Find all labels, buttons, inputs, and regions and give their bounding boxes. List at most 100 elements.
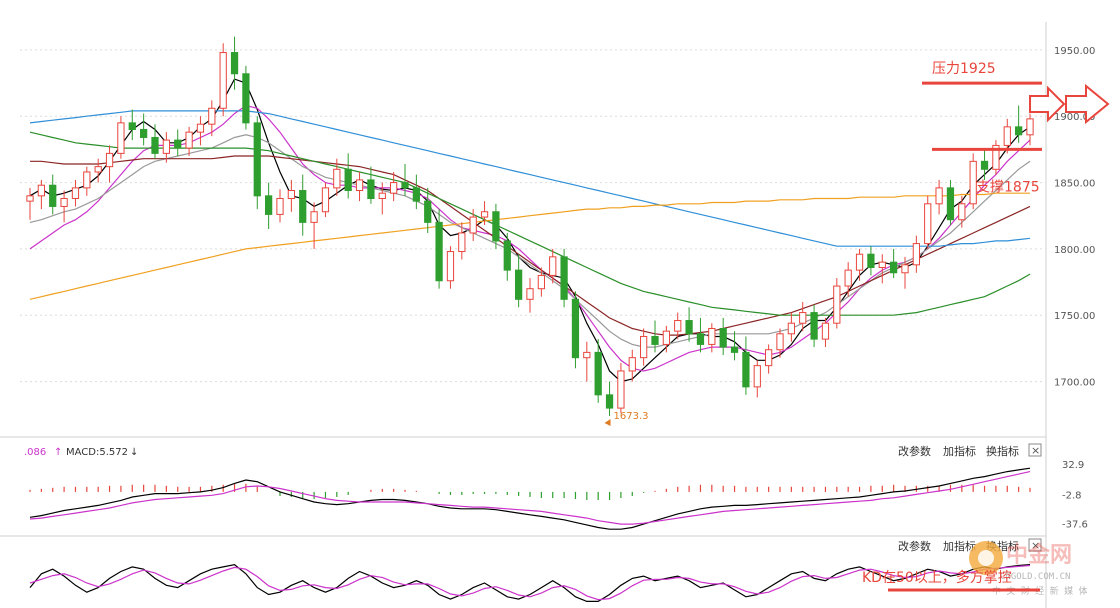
moving-average-line <box>30 155 1031 336</box>
candlestick <box>855 248 864 281</box>
kd-k-line <box>29 563 1031 602</box>
candle-body <box>276 197 284 215</box>
candlestick <box>651 320 659 353</box>
candlestick <box>571 291 580 369</box>
candlestick <box>412 174 420 210</box>
candle-body <box>549 256 557 276</box>
candlestick <box>730 331 739 361</box>
candle-body <box>469 216 477 234</box>
candle-body <box>26 195 34 202</box>
candlestick <box>867 246 875 276</box>
candle-body <box>117 122 125 154</box>
candlestick <box>776 328 784 358</box>
candle-body <box>287 190 295 199</box>
candlestick <box>424 187 432 233</box>
candlestick <box>617 362 625 414</box>
candlestick <box>1015 105 1023 143</box>
candle-body <box>140 129 148 138</box>
candlestick <box>321 182 330 218</box>
candle-body <box>71 187 80 199</box>
kd-close-button[interactable] <box>1028 538 1042 552</box>
candlestick <box>969 153 977 210</box>
macd-switch-indicator-button[interactable]: 换指标 <box>986 444 1019 458</box>
candle-body <box>49 184 57 207</box>
candle-body <box>367 179 375 199</box>
candlestick <box>60 190 68 223</box>
kd-annotation: KD在50以上，多方掌控 <box>862 569 1040 592</box>
macd-add-indicator-button[interactable]: 加指标 <box>943 444 976 458</box>
candlesticks <box>26 36 1034 417</box>
candlestick <box>765 344 773 374</box>
candlestick <box>696 317 705 353</box>
moving-average-line <box>29 78 1031 383</box>
price-tick-label: 1700.00 <box>1054 378 1095 389</box>
kd-add-indicator-button[interactable]: 加指标 <box>943 539 976 553</box>
candlestick <box>1003 118 1011 154</box>
candle-body <box>844 269 852 287</box>
kd-d-line <box>29 564 1031 601</box>
candlestick <box>26 187 34 220</box>
candlestick <box>685 307 693 342</box>
candle-body <box>867 253 875 268</box>
kd-close-icon: × <box>1031 539 1040 552</box>
candlestick <box>344 153 352 199</box>
macd-header-value: .086 <box>24 447 46 458</box>
candlestick <box>583 341 591 382</box>
candle-body <box>799 312 807 324</box>
low-marker-label: 1673.3 <box>614 411 649 422</box>
price-annotations: 压力1925 支撑1875 <box>922 61 1042 195</box>
candle-body <box>901 264 909 274</box>
candlestick <box>287 179 295 212</box>
kd-buttons: 改参数 加指标 换指标 × <box>898 538 1042 553</box>
candlestick <box>242 65 250 130</box>
candlestick <box>560 248 568 308</box>
candlestick <box>83 166 91 196</box>
macd-histogram <box>29 483 1031 501</box>
candle-body <box>924 203 932 245</box>
candlestick <box>94 158 102 183</box>
candlestick <box>219 43 227 117</box>
candle-body <box>640 335 648 359</box>
candlestick <box>469 209 477 241</box>
candle-body <box>821 322 830 340</box>
candlestick <box>549 248 557 284</box>
candlestick <box>537 267 545 297</box>
candle-body <box>708 328 716 345</box>
candle-body <box>594 351 602 396</box>
candle-body <box>833 285 841 324</box>
macd-tick-label: -2.8 <box>1062 490 1082 501</box>
macd-close-button[interactable] <box>1028 443 1042 457</box>
candlestick <box>901 256 909 289</box>
candle-body <box>105 152 114 168</box>
candlestick <box>878 254 886 284</box>
candlestick <box>208 100 216 137</box>
candle-body <box>492 211 500 242</box>
candlestick <box>492 203 500 249</box>
moving-average-line <box>29 104 1031 372</box>
kd-edit-params-button[interactable]: 改参数 <box>898 539 931 553</box>
candle-body <box>503 240 511 271</box>
candle-body <box>128 122 136 131</box>
candle-body <box>185 131 193 149</box>
candle-body <box>526 288 534 300</box>
candle-body <box>537 274 545 290</box>
macd-up-arrow-icon: ↑ <box>54 447 62 458</box>
candle-body <box>1026 118 1034 136</box>
candle-body <box>719 328 727 348</box>
candle-body <box>617 370 625 409</box>
candlestick <box>310 202 318 249</box>
candle-body <box>219 52 227 109</box>
candlestick <box>117 116 125 159</box>
candle-body <box>787 322 795 335</box>
candle-body <box>333 168 341 189</box>
candle-body <box>560 256 568 300</box>
moving-average-line <box>29 110 1031 247</box>
candle-body <box>651 335 659 345</box>
candle-body <box>242 73 250 124</box>
candlestick <box>844 262 852 297</box>
macd-edit-params-button[interactable]: 改参数 <box>898 444 931 458</box>
candlestick <box>515 254 523 308</box>
candlestick <box>890 248 898 279</box>
candle-body <box>742 351 750 388</box>
candlestick <box>935 179 943 215</box>
